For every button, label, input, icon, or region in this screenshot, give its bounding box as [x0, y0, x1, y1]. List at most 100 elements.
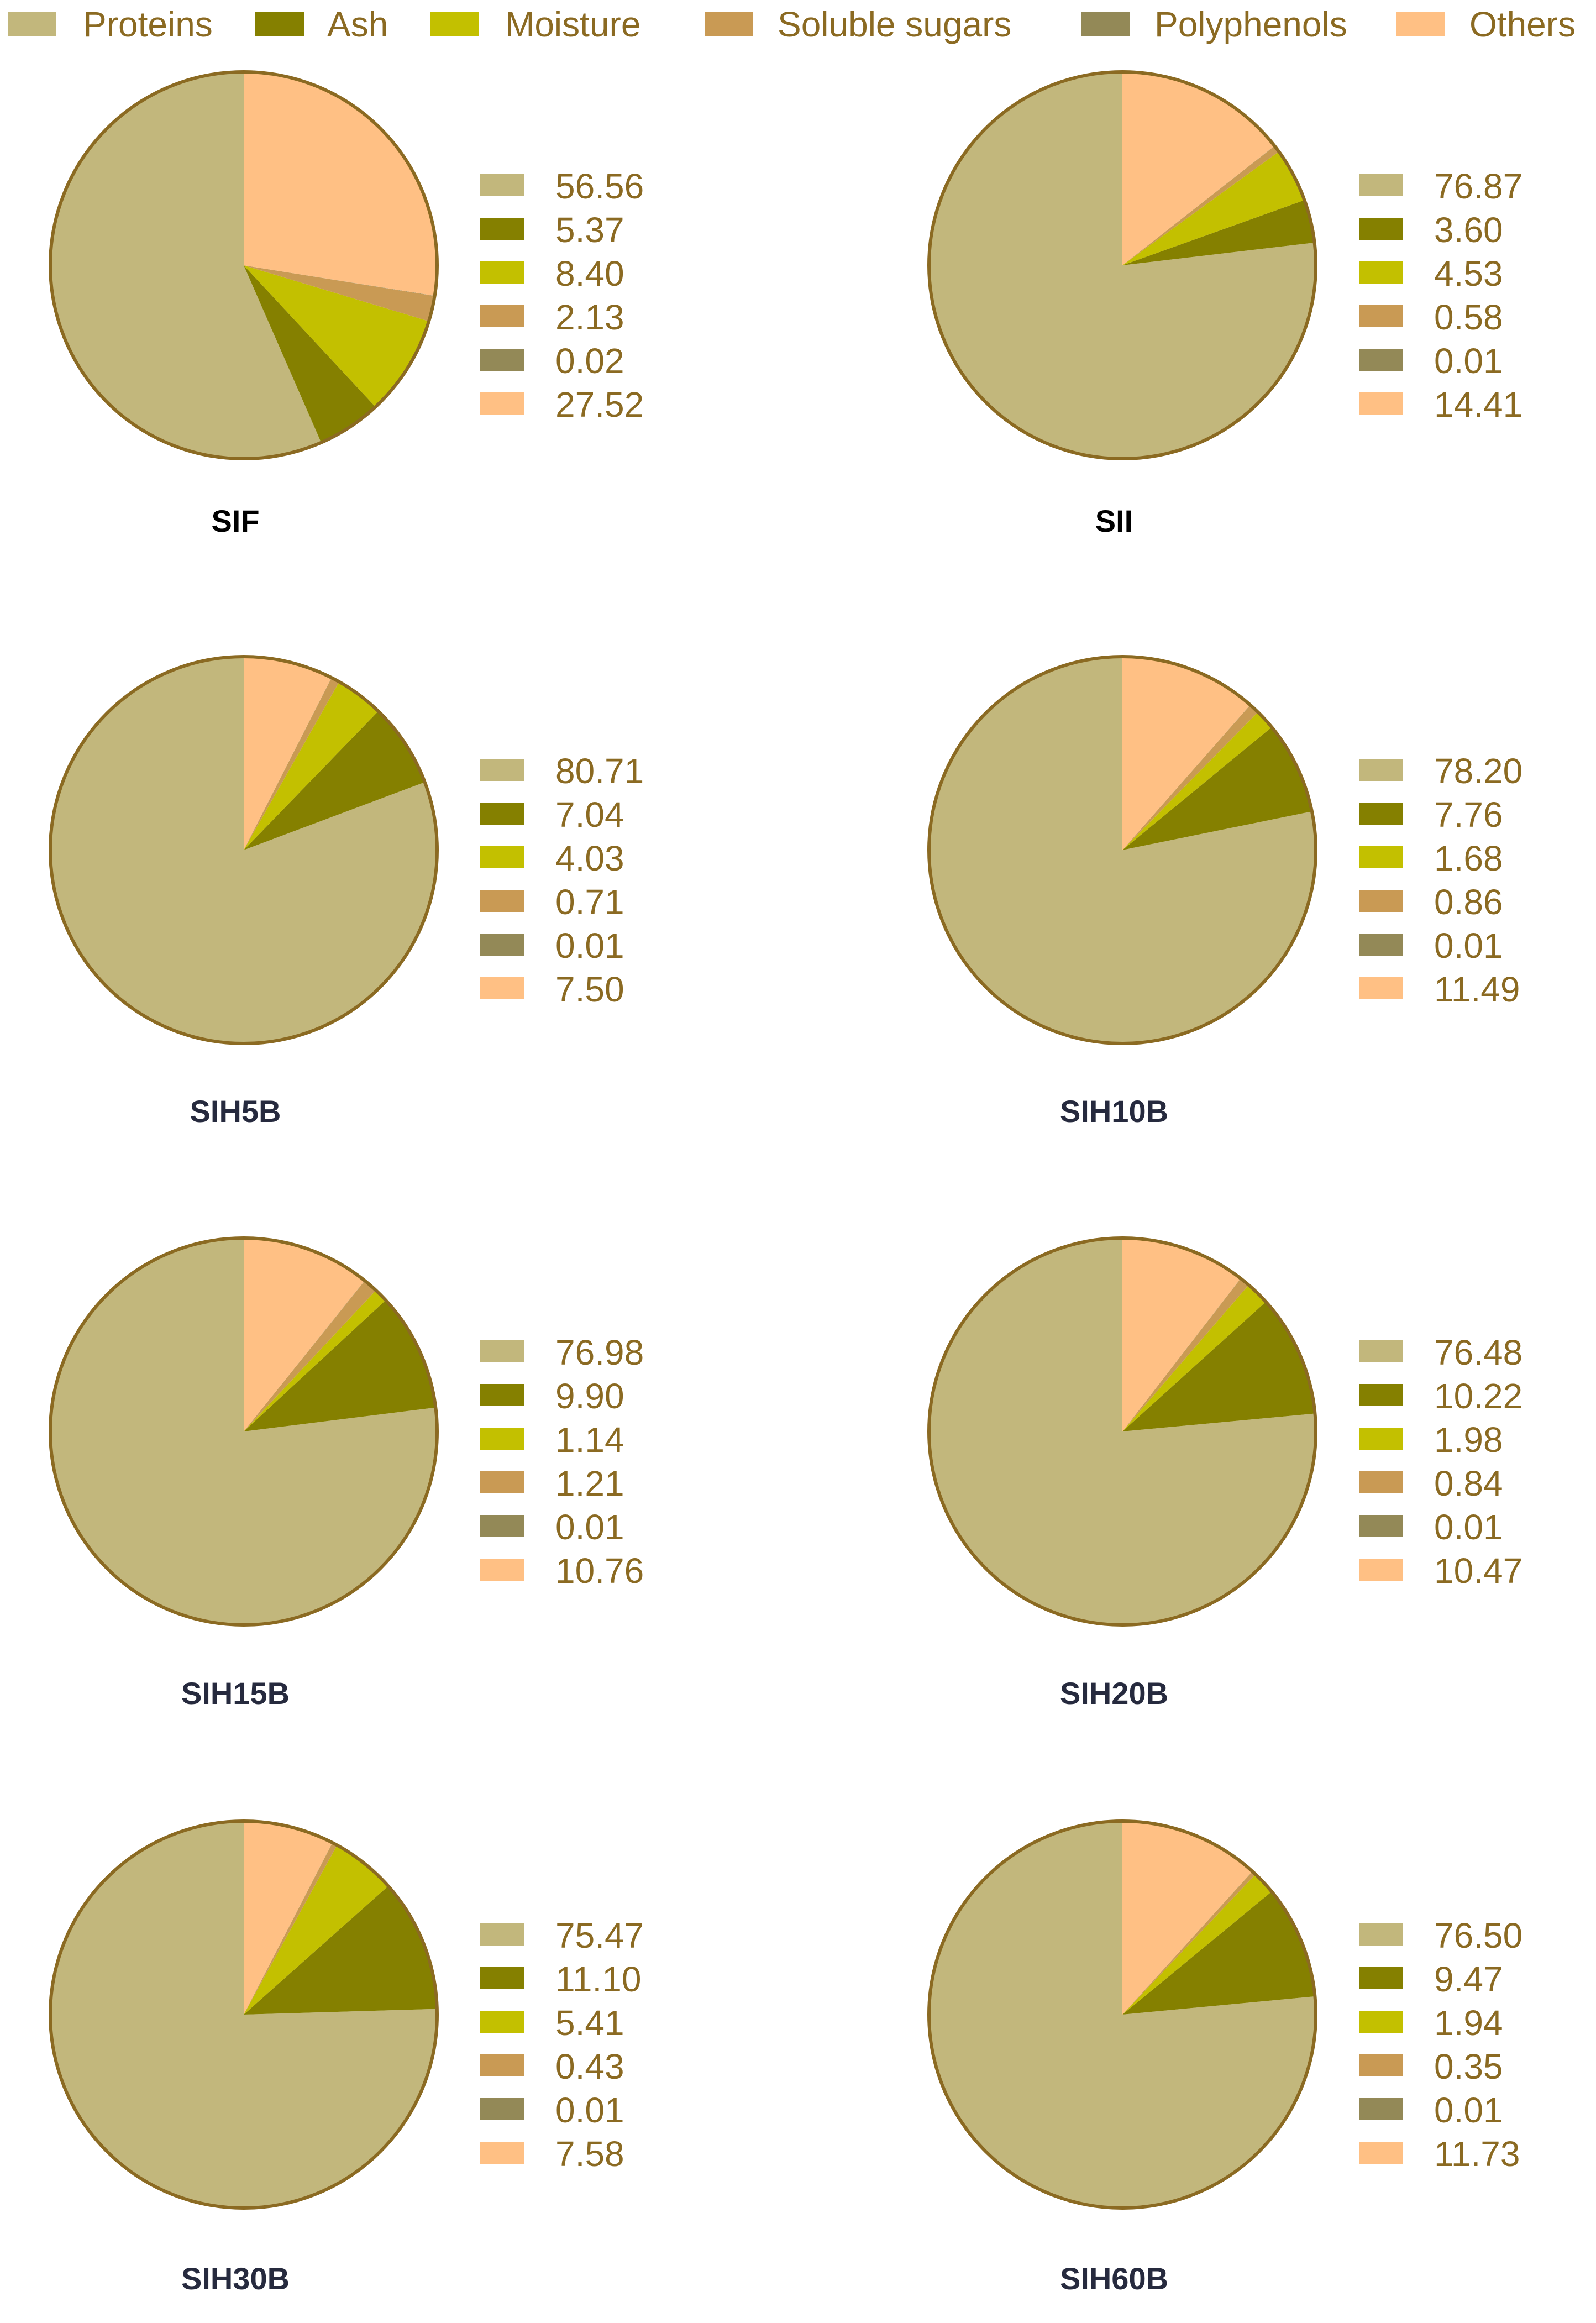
pie-slice-proteins	[929, 1238, 1316, 1625]
pie-slice-soluble-sugars	[244, 678, 339, 850]
value-label-others: 11.73	[1434, 2134, 1520, 2174]
pie-sii	[929, 71, 1316, 459]
pie-slice-others	[244, 1821, 333, 2015]
value-swatch-moisture	[1359, 261, 1403, 284]
value-label-soluble-sugars: 0.35	[1434, 2047, 1503, 2086]
pie-outline	[927, 70, 1317, 460]
value-label-ash: 7.04	[555, 795, 624, 835]
value-swatch-ash	[1359, 218, 1403, 240]
pie-slice-proteins	[50, 1821, 438, 2208]
value-label-soluble-sugars: 0.43	[555, 2047, 624, 2086]
pie-panel-sii: 76.873.60 4.53 0.580.01 14.41 SII	[927, 70, 1523, 538]
legend-label-moisture: Moisture	[505, 4, 641, 44]
pie-outline	[49, 1819, 439, 2210]
value-label-proteins: 78.20	[1434, 751, 1523, 791]
value-label-polyphenols: 0.01	[1434, 1507, 1503, 1547]
pie-slice-polyphenols	[244, 678, 332, 850]
value-swatch-polyphenols	[480, 349, 524, 371]
pie-slice-others	[244, 72, 437, 296]
pie-outline	[927, 1819, 1317, 2210]
pie-slice-polyphenols	[1122, 145, 1275, 265]
value-swatch-polyphenols	[1359, 2098, 1403, 2120]
pie-sih60b	[929, 1821, 1316, 2208]
pie-slice-proteins	[929, 72, 1316, 459]
pie-slice-others	[1122, 71, 1275, 265]
value-label-ash: 10.22	[1434, 1376, 1523, 1416]
value-label-ash: 7.76	[1434, 795, 1503, 835]
pie-sih30b	[50, 1821, 438, 2208]
legend-item-proteins: Proteins	[8, 4, 213, 44]
value-swatch-ash	[1359, 803, 1403, 825]
pie-slice-soluble-sugars	[244, 265, 435, 322]
pie-slice-proteins	[50, 1238, 437, 1625]
panel-title: SIH30B	[181, 2261, 290, 2296]
value-swatch-moisture	[1359, 1428, 1403, 1450]
value-legend-sif: 56.565.37 8.40 2.130.02 27.52	[480, 166, 644, 424]
value-label-polyphenols: 0.01	[555, 1507, 624, 1547]
pie-slice-polyphenols	[244, 1842, 333, 2015]
pie-slice-ash	[244, 1300, 436, 1431]
value-swatch-others	[1359, 2142, 1403, 2164]
pie-outline	[927, 655, 1317, 1045]
pie-slice-moisture	[1122, 1284, 1266, 1431]
value-label-moisture: 4.53	[1434, 254, 1503, 293]
pie-slice-ash	[244, 1886, 437, 2015]
value-label-others: 11.49	[1434, 969, 1520, 1009]
value-label-proteins: 56.56	[555, 166, 644, 206]
pie-slice-soluble-sugars	[1122, 1278, 1249, 1431]
value-swatch-moisture	[480, 261, 524, 284]
value-label-soluble-sugars: 0.71	[555, 882, 624, 922]
legend-label-proteins: Proteins	[83, 4, 213, 44]
value-swatch-soluble-sugars	[480, 2054, 524, 2076]
legend-swatch-others	[1396, 12, 1445, 36]
pie-slice-moisture	[1122, 712, 1272, 850]
value-label-soluble-sugars: 0.58	[1434, 297, 1503, 337]
pie-sih10b	[929, 657, 1316, 1043]
pie-slice-ash	[244, 711, 425, 850]
value-swatch-others	[1359, 1559, 1403, 1581]
value-swatch-proteins	[1359, 174, 1403, 196]
pie-outline	[49, 1236, 439, 1627]
pie-slice-others	[244, 657, 332, 850]
legend-item-polyphenols: Polyphenols	[1082, 4, 1347, 44]
value-swatch-proteins	[480, 1340, 524, 1362]
value-label-proteins: 75.47	[555, 1916, 644, 1955]
value-label-polyphenols: 0.01	[1434, 2090, 1503, 2130]
value-label-polyphenols: 0.01	[1434, 341, 1503, 381]
legend-item-soluble-sugars: Soluble sugars	[705, 4, 1011, 44]
value-label-moisture: 1.14	[555, 1420, 624, 1460]
value-swatch-soluble-sugars	[480, 890, 524, 912]
legend-label-others: Others	[1469, 4, 1576, 44]
pie-sih5b	[50, 657, 438, 1043]
value-swatch-moisture	[480, 846, 524, 868]
legend-swatch-polyphenols	[1082, 12, 1130, 36]
pie-slice-proteins	[50, 72, 322, 459]
value-label-others: 7.50	[555, 969, 624, 1009]
value-swatch-soluble-sugars	[480, 1471, 524, 1493]
value-swatch-others	[480, 977, 524, 999]
pie-panel-sif: 56.565.37 8.40 2.130.02 27.52 SIF	[49, 70, 644, 538]
value-label-others: 7.58	[555, 2134, 624, 2174]
pie-slice-soluble-sugars	[244, 1843, 337, 2015]
pie-slice-ash	[1122, 1891, 1315, 2015]
value-swatch-soluble-sugars	[1359, 305, 1403, 327]
pie-slice-proteins	[929, 657, 1316, 1043]
value-swatch-proteins	[1359, 1923, 1403, 1946]
value-swatch-ash	[1359, 1384, 1403, 1406]
value-label-soluble-sugars: 1.21	[555, 1464, 624, 1503]
value-swatch-proteins	[480, 1923, 524, 1946]
value-swatch-soluble-sugars	[1359, 890, 1403, 912]
pie-slice-soluble-sugars	[1122, 146, 1279, 265]
pie-sih15b	[50, 1238, 437, 1625]
pie-slice-ash	[1122, 727, 1312, 850]
legend-label-ash: Ash	[327, 4, 388, 44]
pie-slice-polyphenols	[244, 1280, 365, 1431]
pie-slice-polyphenols	[244, 265, 435, 296]
value-swatch-soluble-sugars	[1359, 2054, 1403, 2076]
value-swatch-ash	[480, 1967, 524, 1989]
panel-title: SII	[1095, 504, 1133, 538]
